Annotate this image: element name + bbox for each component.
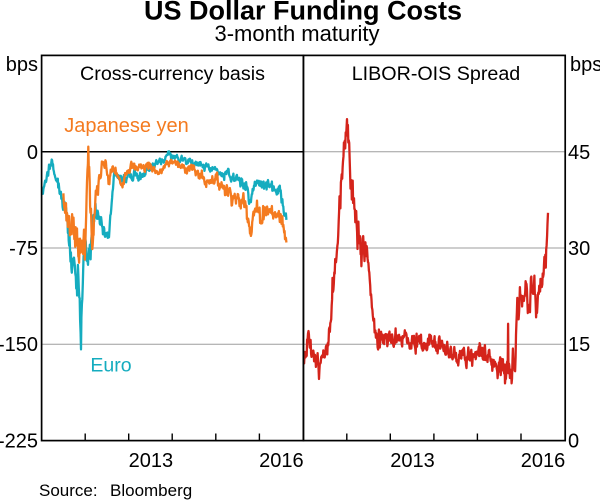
svg-text:Cross-currency basis: Cross-currency basis [80,63,265,85]
svg-text:0: 0 [568,431,579,453]
svg-text:-75: -75 [9,238,38,260]
svg-text:US Dollar Funding Costs: US Dollar Funding Costs [144,0,462,26]
svg-text:45: 45 [568,142,590,164]
svg-text:-150: -150 [0,334,38,356]
svg-text:30: 30 [568,238,590,260]
svg-text:Source:: Source: [39,481,98,500]
svg-text:2016: 2016 [259,450,304,472]
svg-text:bps: bps [570,54,600,76]
svg-text:2013: 2013 [129,450,174,472]
svg-text:15: 15 [568,334,590,356]
svg-text:Japanese yen: Japanese yen [64,115,189,137]
svg-text:Bloomberg: Bloomberg [110,481,192,500]
svg-text:3-month maturity: 3-month maturity [214,21,379,46]
svg-text:-225: -225 [0,431,38,453]
svg-text:2013: 2013 [390,450,435,472]
svg-text:bps: bps [6,54,38,76]
svg-text:Euro: Euro [90,355,131,377]
svg-text:0: 0 [27,142,38,164]
svg-text:LIBOR-OIS Spread: LIBOR-OIS Spread [352,63,521,85]
svg-text:2016: 2016 [521,450,566,472]
